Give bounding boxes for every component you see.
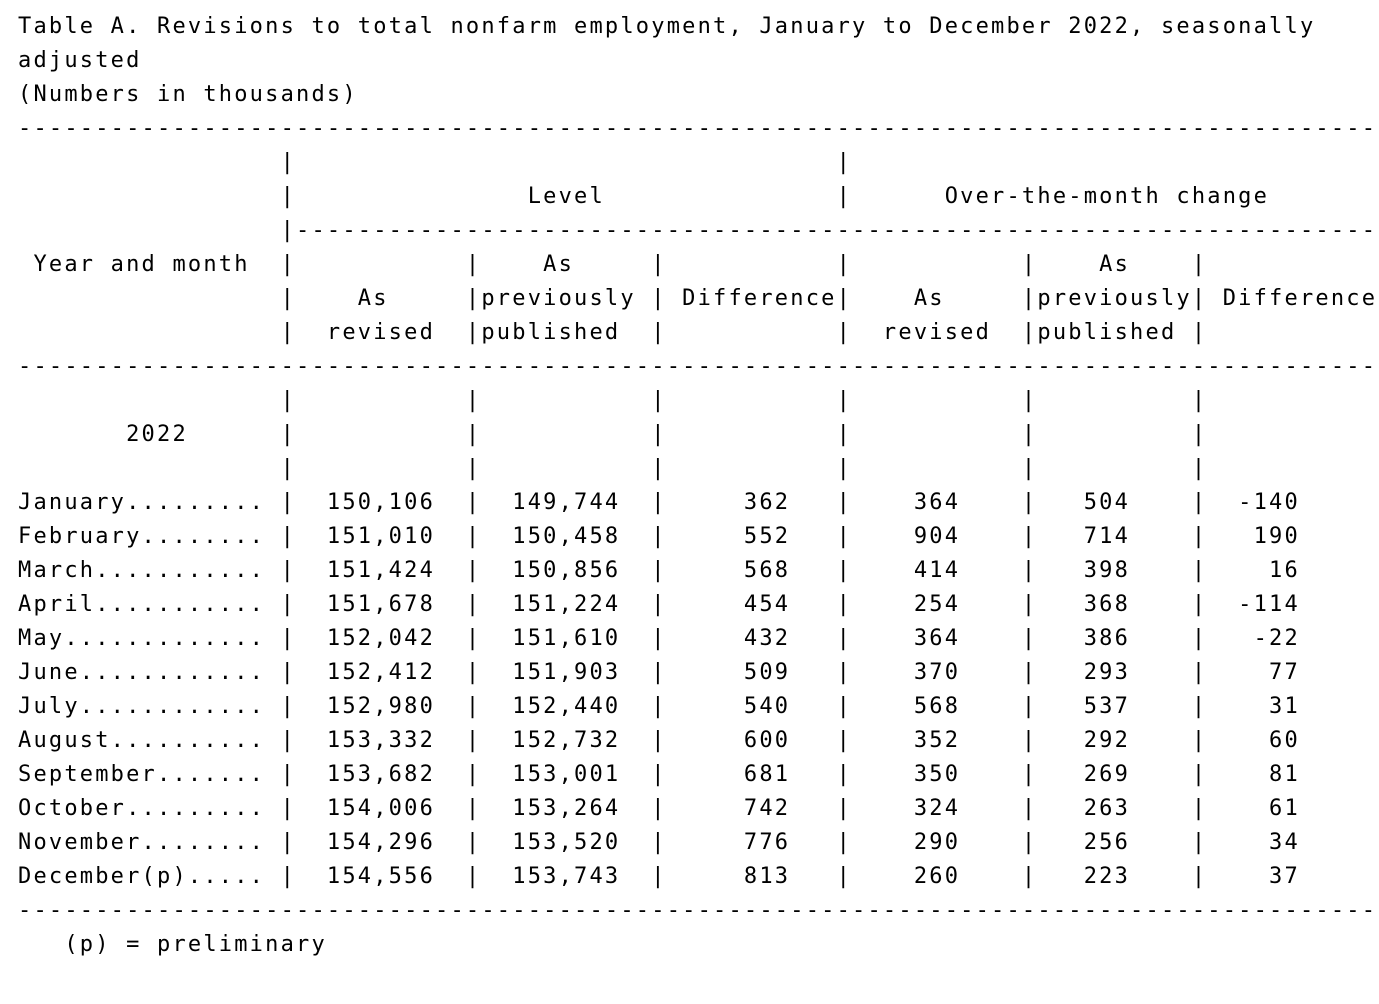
table-row: June............ | 152,412 | 151,903 | 5… — [18, 660, 1378, 685]
table-row: April........... | 151,678 | 151,224 | 4… — [18, 592, 1378, 617]
column-header-line: | As |previously | Difference| As |previ… — [18, 286, 1378, 311]
table-row: January......... | 150,106 | 149,744 | 3… — [18, 490, 1378, 515]
table-row: July............ | 152,980 | 152,440 | 5… — [18, 694, 1378, 719]
table-row: February........ | 151,010 | 150,458 | 5… — [18, 524, 1378, 549]
table-row: October......... | 154,006 | 153,264 | 7… — [18, 796, 1378, 821]
table-row: May............. | 152,042 | 151,610 | 4… — [18, 626, 1378, 651]
table-row: March........... | 151,424 | 150,856 | 5… — [18, 558, 1378, 583]
column-header-line: | revised |published | | revised |publis… — [18, 320, 1378, 345]
footnote-line: (p) = preliminary — [18, 932, 327, 957]
table-subtitle: (Numbers in thousands) — [18, 82, 358, 107]
spacer-line: | | | | | | — [18, 388, 1208, 413]
spacer-line: | | — [18, 150, 853, 175]
group-header-line: | Level | Over-the-month change — [18, 184, 1378, 209]
separator-line: ----------------------------------------… — [18, 898, 1378, 923]
table-row: August.......... | 153,332 | 152,732 | 6… — [18, 728, 1378, 753]
column-header-line: Year and month | | As | | | As | — [18, 252, 1378, 277]
separator-line: ----------------------------------------… — [18, 116, 1378, 141]
ascii-table: ----------------------------------------… — [18, 112, 1379, 962]
year-line: 2022 | | | | | | — [18, 422, 1208, 447]
table-row: December(p)..... | 154,556 | 153,743 | 8… — [18, 864, 1378, 889]
table-title: Table A. Revisions to total nonfarm empl… — [18, 14, 1331, 73]
spacer-line: | | | | | | — [18, 456, 1208, 481]
table-row: September....... | 153,682 | 153,001 | 6… — [18, 762, 1378, 787]
separator-line: |---------------------------------------… — [18, 218, 1378, 243]
table-row: November........ | 154,296 | 153,520 | 7… — [18, 830, 1378, 855]
separator-line: ----------------------------------------… — [18, 354, 1378, 379]
